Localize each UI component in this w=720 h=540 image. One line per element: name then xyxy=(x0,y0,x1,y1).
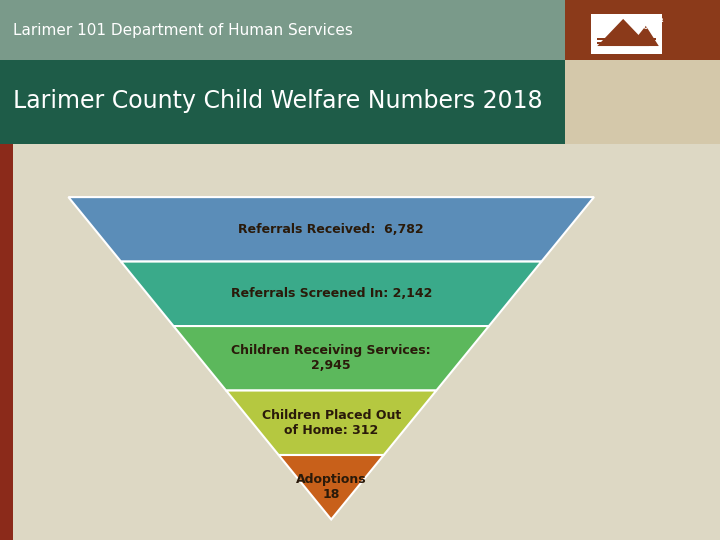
Text: Adoptions
18: Adoptions 18 xyxy=(296,473,366,501)
Polygon shape xyxy=(226,390,436,455)
Polygon shape xyxy=(279,455,384,519)
Text: Children Placed Out
of Home: 312: Children Placed Out of Home: 312 xyxy=(261,409,401,437)
Text: Referrals Screened In: 2,142: Referrals Screened In: 2,142 xyxy=(230,287,432,300)
Text: COUNTY: COUNTY xyxy=(636,25,662,30)
Text: Referrals Received:  6,782: Referrals Received: 6,782 xyxy=(238,223,424,236)
Text: LARIMER: LARIMER xyxy=(636,18,664,23)
Bar xyxy=(0,60,565,144)
Polygon shape xyxy=(68,197,594,261)
Bar xyxy=(0,144,13,540)
Bar xyxy=(598,42,655,44)
Polygon shape xyxy=(598,19,649,46)
Bar xyxy=(0,0,565,60)
Polygon shape xyxy=(121,261,541,326)
Bar xyxy=(565,0,720,60)
Text: Larimer County Child Welfare Numbers 2018: Larimer County Child Welfare Numbers 201… xyxy=(13,89,543,113)
Bar xyxy=(565,60,720,144)
Bar xyxy=(590,14,662,54)
Text: Children Receiving Services:
2,945: Children Receiving Services: 2,945 xyxy=(231,345,431,372)
Polygon shape xyxy=(629,26,659,46)
Polygon shape xyxy=(174,326,489,390)
Text: Larimer 101 Department of Human Services: Larimer 101 Department of Human Services xyxy=(13,23,353,38)
Bar xyxy=(598,38,655,40)
